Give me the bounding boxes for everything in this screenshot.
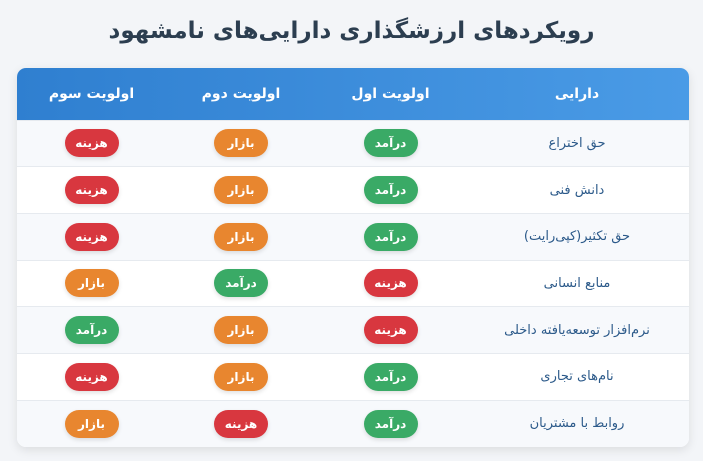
third-priority-cell: هزینه bbox=[17, 167, 166, 214]
first-priority-cell: هزینه bbox=[316, 307, 465, 354]
table-row: نام‌های تجاری درآمد بازار هزینه bbox=[17, 353, 689, 401]
second-priority-badge: بازار bbox=[214, 222, 268, 251]
second-priority-badge: هزینه bbox=[214, 409, 268, 438]
header-first-priority: اولویت اول bbox=[351, 85, 430, 102]
second-priority-badge: درآمد bbox=[214, 269, 268, 298]
second-priority-cell: بازار bbox=[166, 120, 316, 167]
first-priority-cell: درآمد bbox=[316, 120, 465, 167]
third-priority-badge: هزینه bbox=[64, 222, 119, 251]
second-priority-badge: بازار bbox=[214, 316, 268, 345]
asset-cell: منابع انسانی bbox=[543, 275, 611, 291]
first-priority-badge: درآمد bbox=[363, 222, 418, 251]
first-priority-cell: درآمد bbox=[316, 400, 465, 447]
header-asset: دارایی bbox=[554, 85, 600, 102]
table-body: حق اختراع درآمد بازار هزینه دانش فنی درآ… bbox=[17, 120, 689, 447]
second-priority-badge: بازار bbox=[214, 362, 268, 391]
second-priority-badge: بازار bbox=[214, 129, 268, 158]
second-priority-cell: بازار bbox=[166, 353, 316, 400]
asset-cell: حق تکثیر(کپی‌رایت) bbox=[523, 229, 631, 245]
header-second-priority: اولویت دوم bbox=[201, 85, 281, 102]
table-row: حق تکثیر(کپی‌رایت) درآمد بازار هزینه bbox=[17, 213, 689, 261]
first-priority-cell: درآمد bbox=[316, 167, 465, 214]
third-priority-cell: هزینه bbox=[17, 120, 166, 167]
third-priority-badge: هزینه bbox=[64, 362, 119, 391]
asset-cell: نرم‌افزار توسعه‌یافته داخلی bbox=[504, 322, 650, 338]
table-row: نرم‌افزار توسعه‌یافته داخلی هزینه بازار … bbox=[17, 306, 689, 354]
third-priority-badge: بازار bbox=[64, 269, 119, 298]
third-priority-cell: بازار bbox=[17, 400, 166, 447]
asset-cell: دانش فنی bbox=[549, 182, 605, 198]
second-priority-cell: بازار bbox=[166, 307, 316, 354]
valuation-table-card: دارایی اولویت اول اولویت دوم اولویت سوم … bbox=[17, 68, 689, 447]
third-priority-cell: درآمد bbox=[17, 307, 166, 354]
first-priority-badge: درآمد bbox=[363, 362, 418, 391]
second-priority-badge: بازار bbox=[214, 176, 268, 205]
header-row: دارایی اولویت اول اولویت دوم اولویت سوم bbox=[17, 68, 689, 120]
third-priority-badge: بازار bbox=[64, 409, 119, 438]
table-row: روابط با مشتریان درآمد هزینه بازار bbox=[17, 400, 689, 447]
second-priority-cell: بازار bbox=[166, 213, 316, 260]
first-priority-badge: درآمد bbox=[363, 176, 418, 205]
second-priority-cell: بازار bbox=[166, 167, 316, 214]
asset-cell: حق اختراع bbox=[548, 135, 606, 151]
valuation-table: دارایی اولویت اول اولویت دوم اولویت سوم … bbox=[17, 68, 689, 447]
table-row: منابع انسانی هزینه درآمد بازار bbox=[17, 260, 689, 307]
first-priority-badge: هزینه bbox=[363, 269, 418, 298]
asset-cell: نام‌های تجاری bbox=[540, 369, 614, 385]
second-priority-cell: هزینه bbox=[166, 400, 316, 447]
header-third-priority: اولویت سوم bbox=[48, 85, 135, 102]
table-row: حق اختراع درآمد بازار هزینه bbox=[17, 120, 689, 167]
third-priority-cell: هزینه bbox=[17, 213, 166, 260]
asset-cell: روابط با مشتریان bbox=[529, 416, 625, 432]
table-row: دانش فنی درآمد بازار هزینه bbox=[17, 166, 689, 214]
second-priority-cell: درآمد bbox=[166, 260, 316, 307]
table-header: دارایی اولویت اول اولویت دوم اولویت سوم bbox=[17, 68, 689, 120]
first-priority-badge: هزینه bbox=[363, 316, 418, 345]
third-priority-cell: هزینه bbox=[17, 353, 166, 400]
third-priority-badge: هزینه bbox=[64, 129, 119, 158]
first-priority-cell: درآمد bbox=[316, 213, 465, 260]
first-priority-badge: درآمد bbox=[363, 409, 418, 438]
third-priority-cell: بازار bbox=[17, 260, 166, 307]
first-priority-cell: درآمد bbox=[316, 353, 465, 400]
third-priority-badge: هزینه bbox=[64, 176, 119, 205]
first-priority-badge: درآمد bbox=[363, 129, 418, 158]
first-priority-cell: هزینه bbox=[316, 260, 465, 307]
third-priority-badge: درآمد bbox=[64, 316, 119, 345]
page-title: رویکردهای ارزشگذاری دارایی‌های نامشهود bbox=[108, 18, 595, 44]
